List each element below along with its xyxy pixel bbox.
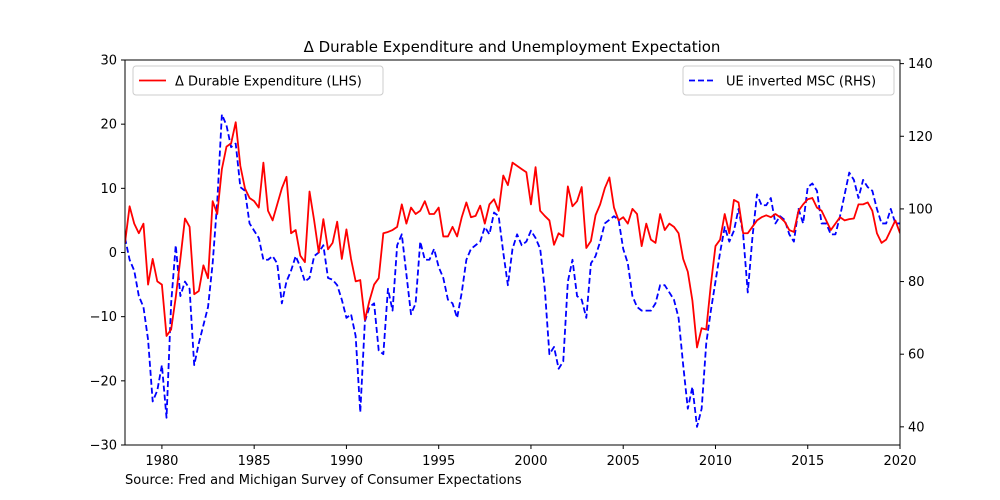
legend-left: Δ Durable Expenditure (LHS) — [132, 65, 384, 96]
y-left-tick-label: 0 — [109, 246, 117, 261]
y-right-tick-label: 120 — [908, 130, 933, 145]
y-right-tick-label: 80 — [908, 275, 925, 290]
x-axis: 1980 1985 1990 1995 2000 2005 2010 2015 2020 — [145, 445, 917, 469]
y-right-tick-label: 140 — [908, 57, 933, 72]
y-right-tick-label: 60 — [908, 348, 925, 363]
x-tick-label: 2010 — [699, 454, 732, 469]
x-tick-label: 2020 — [883, 454, 916, 469]
source-note: Source: Fred and Michigan Survey of Cons… — [125, 473, 522, 488]
x-tick-label: 1990 — [330, 454, 363, 469]
y-axis-left: −30 −20 −10 0 10 20 30 — [90, 54, 125, 454]
y-axis-right: 40 60 80 100 120 140 — [900, 57, 933, 435]
y-left-tick-label: 10 — [100, 182, 117, 197]
y-left-tick-label: −10 — [90, 310, 117, 325]
y-left-tick-label: 30 — [100, 54, 117, 69]
series-layer — [125, 113, 900, 428]
x-tick-label: 2015 — [791, 454, 824, 469]
legend-right-label: UE inverted MSC (RHS) — [726, 75, 876, 90]
x-tick-label: 2000 — [514, 454, 547, 469]
series-line-ue-inverted-msc — [125, 113, 900, 428]
y-right-tick-label: 40 — [908, 420, 925, 435]
x-tick-label: 1995 — [422, 454, 455, 469]
legend-right: UE inverted MSC (RHS) — [682, 65, 895, 96]
y-right-tick-label: 100 — [908, 202, 933, 217]
y-left-tick-label: −20 — [90, 374, 117, 389]
legend-left-label: Δ Durable Expenditure (LHS) — [175, 75, 362, 90]
y-left-tick-label: 20 — [100, 118, 117, 133]
series-line-durable-expenditure — [125, 121, 900, 349]
x-tick-label: 2005 — [607, 454, 640, 469]
y-left-tick-label: −30 — [90, 439, 117, 454]
chart-title: Δ Durable Expenditure and Unemployment E… — [304, 38, 721, 56]
x-tick-label: 1985 — [238, 454, 271, 469]
x-tick-label: 1980 — [145, 454, 178, 469]
